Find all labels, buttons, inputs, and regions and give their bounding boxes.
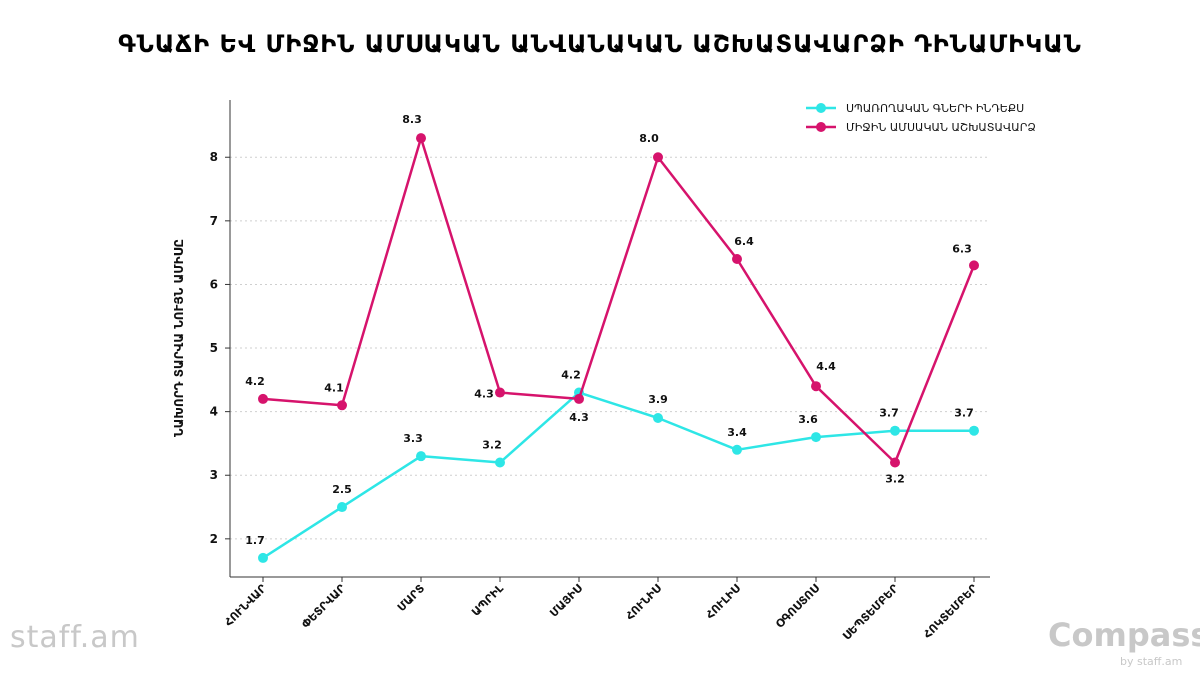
compass-logo-subtitle: by staff.am (1120, 655, 1183, 668)
data-label: 3.3 (403, 432, 423, 445)
data-label: 4.2 (561, 369, 581, 382)
series (258, 133, 979, 563)
data-point (258, 393, 268, 404)
data-point (495, 387, 505, 398)
data-label: 4.3 (474, 388, 494, 401)
x-tick-label: ՍԵՊՏԵՄԲԵՐ (840, 581, 901, 642)
x-tick-label: ՄԱՐՏ (395, 582, 427, 614)
y-axis-title: ՆԱԽՈՐԴ ՏԱՐՎԱ ՆՈՒՅՆ ԱՄԻՍԸ (172, 239, 186, 437)
x-tick-label: ՓԵՏՐՎԱՐ (299, 581, 348, 630)
chart-title: ԳՆԱՃԻ ԵՎ ՄԻՋԻՆ ԱՄՍԱԿԱՆ ԱՆՎԱՆԱԿԱՆ ԱՇԽԱՏԱՎ… (118, 30, 1082, 58)
data-point (732, 444, 742, 455)
series-line (262, 136, 976, 464)
data-label: 6.4 (734, 235, 754, 248)
x-tick-label: ԱՊՐԻԼ (469, 581, 507, 619)
data-label: 1.7 (245, 534, 265, 547)
data-point (890, 425, 900, 436)
data-label: 4.2 (245, 375, 265, 388)
x-tick-label: ՕԳՈՍՏՈՍ (773, 582, 822, 631)
data-point (337, 400, 347, 411)
data-label: 8.3 (402, 113, 422, 126)
data-label: 3.6 (798, 413, 818, 426)
series-line (262, 391, 974, 559)
y-tick-label: 7 (210, 214, 218, 228)
data-label: 6.3 (952, 242, 972, 255)
data-label: 4.1 (324, 381, 344, 394)
axes: 2 3 4 5 6 7 8 ՆԱԽՈՐԴ ՏԱՐՎԱ ՆՈՒՅՆ ԱՄԻՍԸ ՀՈՒՆՎԱՐ ՓԵ… (172, 100, 990, 643)
data-label: 3.2 (885, 473, 905, 486)
y-tick-label: 3 (210, 468, 218, 482)
data-label: 3.2 (482, 439, 502, 452)
y-tick-label: 5 (210, 341, 218, 355)
data-point (811, 381, 821, 392)
legend-label: ՄԻՋԻՆ ԱՄՍԱԿԱՆ ԱՇԽԱՏԱՎԱՐՁ (846, 121, 1036, 134)
legend-swatch-marker (816, 122, 826, 132)
data-point (495, 457, 505, 468)
legend-swatch-marker (816, 103, 826, 113)
data-point (890, 457, 900, 468)
legend: ՍՊԱՌՈՂԱԿԱՆ ԳՆԵՐԻ ԻՆԴԵՔՍ ՄԻՋԻՆ ԱՄՍԱԿԱՆ ԱՇԽ… (806, 102, 1036, 134)
data-point (653, 152, 663, 163)
data-label: 4.3 (569, 411, 589, 424)
data-point (969, 260, 979, 271)
data-point (416, 451, 426, 462)
data-label: 2.5 (332, 483, 352, 496)
compass-logo: Compass (1048, 616, 1200, 654)
y-tick-label: 4 (210, 405, 218, 419)
gridlines (230, 156, 990, 540)
y-tick-label: 6 (210, 277, 218, 291)
data-point (811, 432, 821, 443)
x-tick-label: ՀՈՒՆԻՍ (623, 582, 664, 623)
x-tick-label: ՄԱՅԻՍ (547, 582, 585, 620)
y-tick-label: 2 (210, 532, 218, 546)
data-labels: 1.7 2.5 3.3 3.2 4.2 3.9 3.4 3.6 3.7 3.7 4.2 4.1 8.3 4… (245, 113, 974, 547)
data-label: 4.4 (816, 360, 836, 373)
data-label: 8.0 (639, 132, 659, 145)
data-point (337, 502, 347, 513)
data-label: 3.9 (648, 393, 668, 406)
y-tick-label: 8 (210, 150, 218, 164)
staff-am-logo: staff.am (10, 620, 140, 655)
x-tick-label: ՀՈԿՏԵՄԲԵՐ (921, 581, 981, 641)
data-point (653, 413, 663, 423)
data-point (969, 425, 979, 436)
data-label: 3.7 (954, 407, 974, 420)
data-point (258, 552, 268, 563)
legend-label: ՍՊԱՌՈՂԱԿԱՆ ԳՆԵՐԻ ԻՆԴԵՔՍ (846, 102, 1024, 115)
data-label: 3.4 (727, 426, 747, 439)
x-tick-label: ՀՈՒԼԻՍ (703, 582, 743, 622)
data-point (574, 393, 584, 404)
data-point (416, 133, 426, 144)
x-tick-label: ՀՈՒՆՎԱՐ (222, 581, 270, 629)
data-label: 3.7 (879, 407, 899, 420)
data-point (732, 254, 742, 264)
